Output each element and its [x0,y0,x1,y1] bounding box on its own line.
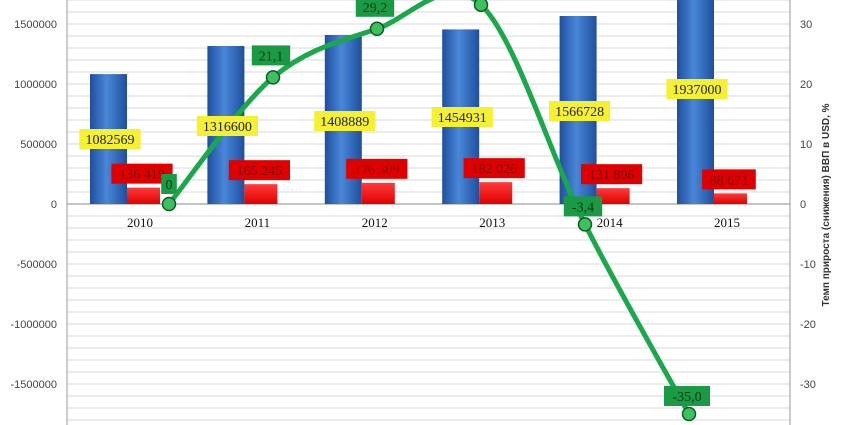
bar-value-label-bg [549,101,611,121]
red-bar-value-label-bg [581,164,643,185]
bar-value-label-bg [431,107,493,127]
red-bar-value-label-bg [228,160,290,181]
red-bar-value-label-bg [111,163,173,184]
left-tick-label: -500000 [17,259,57,271]
red-bar-value-label: 182 026 [471,162,517,177]
growth-value-label: 0 [166,178,173,193]
bars [90,0,747,205]
growth-value-label: 29,2 [363,1,388,16]
left-tick-label: -1000000 [11,319,58,331]
left-tick-label: 500000 [20,139,57,151]
red-bar-value-label: 88 671 [710,173,749,188]
red-bar [127,187,160,204]
red-bar-value-label: 136 419 [119,168,165,183]
growth-value-label: -35,0 [672,390,701,405]
category-label: 2010 [127,215,153,230]
growth-value-label-bg [355,0,395,17]
red-bar [361,182,395,204]
bar-value-label-bg [79,129,141,149]
left-tick-label: -1500000 [11,379,58,391]
red-bar-value-label-bg [702,169,756,190]
line-marker [473,0,489,13]
right-axis-title: Темп прироста (снижения) ВВП в USD, % [821,103,832,306]
left-tick-label: 1500000 [14,19,57,31]
growth-line-path [167,0,692,416]
line-marker [577,217,593,232]
line-marker [161,196,177,212]
growth-value-label-bg [251,45,291,66]
bar-value-label: 1566728 [555,105,604,120]
bar-value-label: 1082569 [86,133,135,148]
left-tick-label: 0 [51,199,57,211]
bar-value-label: 1316600 [203,120,252,135]
growth-value-label-bg [563,196,603,217]
red-bar [714,193,747,204]
growth-value-label: 21,1 [259,49,284,64]
line-marker [369,21,385,37]
category-label: 2012 [362,215,388,230]
red-bar [596,188,630,204]
line-marker [681,406,697,422]
red-bar [479,182,513,204]
bar-value-label-bg [196,116,258,136]
bar-value-label: 1937000 [673,83,722,98]
growth-line [161,0,697,422]
axes: 1500000 1000000 500000 0 -500000 -1000000 -150… [11,0,816,425]
red-bar-value-label-bg [463,158,525,179]
right-tick-label: -30 [800,379,816,391]
bar-value-label: 1408889 [320,115,369,130]
line-marker [265,70,281,85]
red-bar-value-label: 176 309 [354,163,400,178]
category-label: 2013 [479,215,505,230]
growth-value-label-bg [161,174,177,194]
bar-value-label: 1454931 [438,111,487,126]
bar-value-label-bg [314,111,376,131]
red-bar-value-label: 165 245 [237,164,283,179]
red-bar-value-label: 131 806 [589,168,635,183]
right-tick-label: 10 [800,139,812,151]
category-label: 2015 [714,215,740,230]
category-label: 2014 [597,215,624,230]
category-label: 2011 [245,215,271,230]
right-tick-label: -20 [800,319,816,331]
right-tick-label: 20 [800,79,812,91]
left-tick-label: 1000000 [14,79,57,91]
red-bar [244,184,278,204]
red-bar-value-label-bg [346,158,408,179]
bar-value-label-bg [666,79,728,99]
right-tick-label: -10 [800,259,816,271]
right-tick-label: 0 [800,199,806,211]
right-tick-label: 30 [800,19,812,31]
growth-value-label: -3,4 [572,200,594,215]
growth-value-label-bg [664,386,710,406]
